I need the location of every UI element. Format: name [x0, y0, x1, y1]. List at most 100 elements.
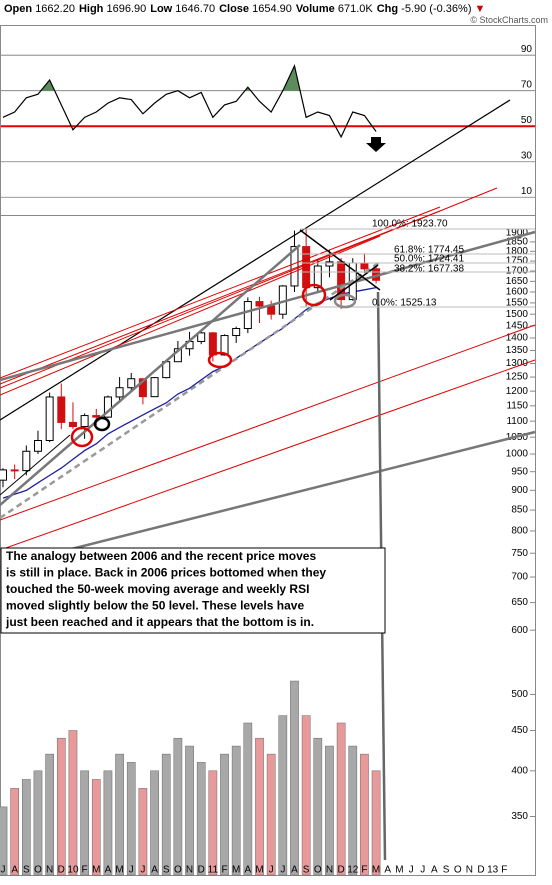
- volume-bar: [266, 753, 276, 876]
- header-value: -5.90 (-0.36%): [401, 3, 472, 15]
- y-tick-label: 1700: [506, 266, 529, 277]
- header-value: 1696.90: [106, 3, 147, 15]
- y-tick-label: 650: [511, 597, 528, 608]
- y-tick-label: 1600: [506, 287, 529, 298]
- y-tick-label: 750: [511, 548, 528, 559]
- y-tick-label: 1200: [506, 386, 529, 397]
- x-tick-label: F: [361, 865, 367, 876]
- candle-body: [0, 469, 7, 481]
- y-tick-label: 1350: [506, 345, 529, 356]
- trendline: [0, 359, 536, 551]
- x-tick-label: O: [454, 865, 462, 876]
- volume-bar: [313, 737, 323, 876]
- x-tick-label: J: [280, 865, 285, 876]
- y-tick-label: 50: [521, 115, 533, 126]
- fib-label: 100.0%: 1923.70: [372, 219, 448, 230]
- volume-bar: [161, 753, 171, 876]
- volume-bar: [278, 715, 288, 876]
- candle-body: [197, 332, 206, 342]
- candle-body: [208, 332, 217, 356]
- volume-bar: [103, 770, 113, 876]
- volume-bar: [336, 722, 346, 876]
- volume-bar: [56, 737, 66, 876]
- x-tick-label: J: [1, 865, 6, 876]
- candle-body: [22, 450, 31, 472]
- highlight-circles: [70, 283, 357, 448]
- volume-bar: [185, 745, 194, 876]
- volume-bar: [301, 715, 311, 876]
- volume-bar: [348, 745, 358, 876]
- volume-bars: [0, 680, 381, 876]
- x-tick-label: A: [245, 865, 252, 876]
- candle-body: [33, 440, 42, 452]
- header-label: High: [78, 3, 104, 15]
- candle-body: [150, 377, 159, 398]
- candle-body: [325, 261, 334, 267]
- circle: [333, 293, 357, 309]
- volume-bar: [91, 779, 101, 876]
- x-tick-label: O: [174, 865, 182, 876]
- x-tick-label: A: [105, 865, 112, 876]
- y2-tick-label: 500: [511, 689, 528, 700]
- x-tick-label: M: [395, 865, 403, 876]
- candle-body: [220, 335, 229, 356]
- trendline: [0, 244, 301, 506]
- x-tick-label: S: [303, 865, 310, 876]
- x-tick-label: F: [221, 865, 227, 876]
- x-tick-label: F: [82, 865, 88, 876]
- volume-bar: [10, 788, 19, 876]
- x-tick-label: M: [115, 865, 123, 876]
- x-tick-label: J: [129, 865, 134, 876]
- fib-label: 61.8%: 1774.45: [394, 245, 464, 256]
- volume-bar: [325, 745, 334, 876]
- volume-bar: [138, 788, 148, 876]
- rsi-panel: [0, 25, 536, 216]
- y-tick-label: 1650: [506, 276, 529, 287]
- change-icon: ▼: [474, 3, 486, 15]
- x-tick-label: D: [58, 865, 65, 876]
- rsi-line: [2, 64, 377, 139]
- y-tick-label: 1250: [506, 372, 529, 383]
- x-tick-label: 13: [487, 865, 499, 876]
- y-tick-label: 900: [511, 485, 528, 496]
- header-label: Low: [150, 3, 173, 15]
- x-tick-label: J: [409, 865, 414, 876]
- x-tick-label: N: [326, 865, 333, 876]
- candle-body: [290, 246, 299, 287]
- x-tick-label: M: [255, 865, 263, 876]
- header-label: Chg: [376, 3, 399, 15]
- volume-bar: [371, 770, 381, 876]
- candle-body: [267, 305, 276, 315]
- header-value: 1662.20: [35, 3, 75, 15]
- candle-body: [80, 415, 89, 428]
- candle-body: [115, 387, 124, 398]
- trendline: [0, 99, 511, 421]
- y-tick-label: 950: [511, 466, 528, 477]
- trendline: [0, 230, 536, 382]
- y-tick-label: 1800: [506, 246, 529, 257]
- x-tick-label: J: [420, 865, 425, 876]
- x-tick-label: A: [291, 865, 298, 876]
- header-label: Open: [4, 3, 33, 15]
- volume-bar: [21, 779, 31, 876]
- x-tick-label: A: [151, 865, 158, 876]
- candle-body: [313, 265, 322, 289]
- fib-label: 50.0%: 1724.41: [394, 254, 464, 265]
- y-tick-label: 1550: [506, 298, 529, 309]
- candle-body: [243, 301, 252, 330]
- candle-body: [232, 328, 241, 337]
- trendlines: [0, 99, 536, 861]
- volume-bar: [115, 753, 124, 876]
- x-tick-label: N: [46, 865, 53, 876]
- volume-bar: [196, 762, 206, 876]
- y-tick-label: 1850: [506, 237, 529, 248]
- y-tick-label: 1500: [506, 309, 529, 320]
- y-tick-label: 1150: [506, 400, 528, 411]
- x-tick-label: M: [92, 865, 100, 876]
- x-tick-label: 10: [67, 865, 79, 876]
- x-tick-label: 11: [208, 865, 219, 876]
- circle: [93, 416, 111, 432]
- x-tick-label: F: [501, 865, 507, 876]
- header-label: Close: [219, 3, 250, 15]
- annotation-frame: [0, 547, 386, 634]
